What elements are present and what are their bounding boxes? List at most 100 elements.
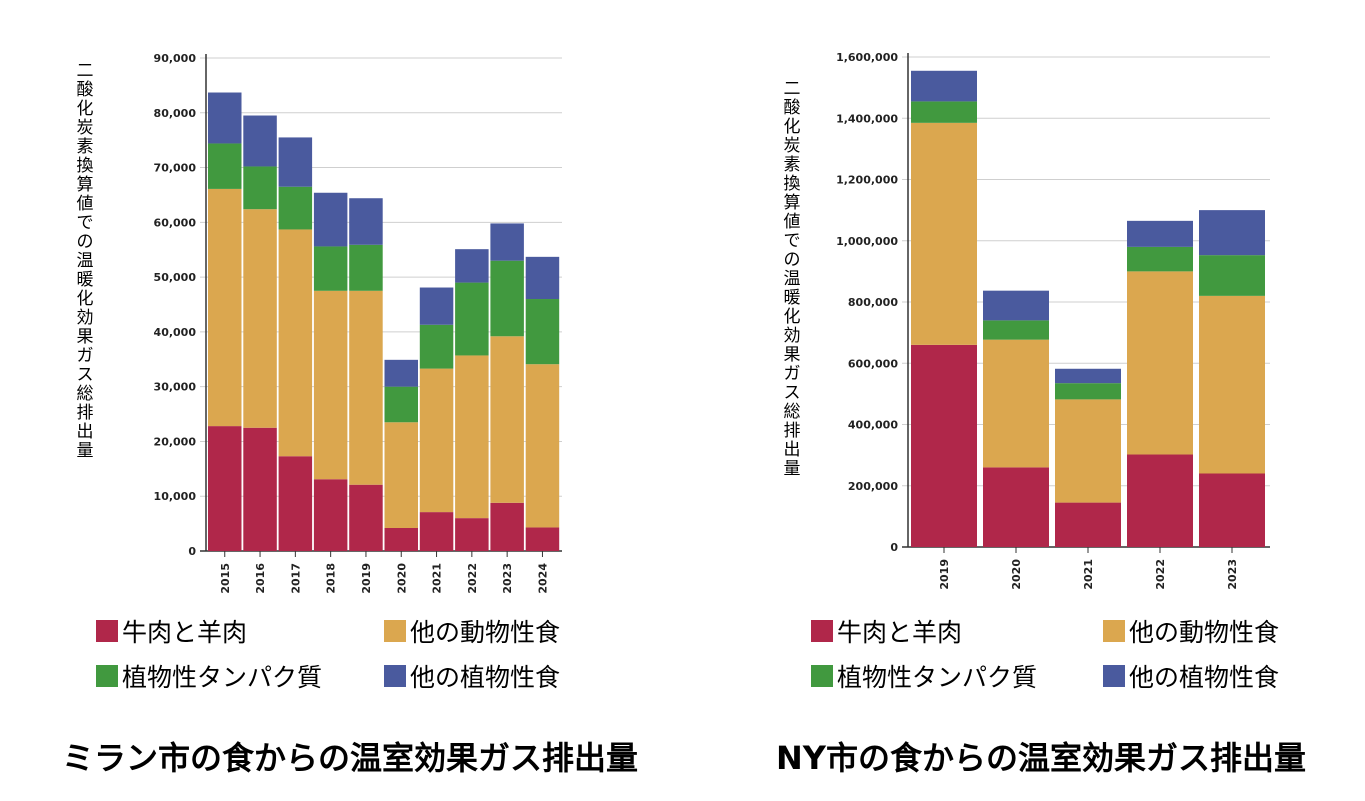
milan-y-axis-label: 二酸化炭素換算値での温暖化効果ガス総排出量 xyxy=(76,61,94,461)
bar-segment xyxy=(1127,271,1193,455)
x-tick-label: 2022 xyxy=(466,563,479,594)
bar-segment xyxy=(1199,473,1265,547)
legend-item-beef-lamb: 牛肉と羊肉 xyxy=(811,613,962,649)
bar-segment xyxy=(525,364,560,528)
x-tick-label: 2015 xyxy=(219,563,232,594)
bar-segment xyxy=(1055,368,1121,384)
bar-segment xyxy=(419,287,454,325)
y-tick-label: 60,000 xyxy=(154,216,197,229)
x-tick-label: 2020 xyxy=(395,563,408,594)
y-tick-label: 40,000 xyxy=(154,326,197,339)
y-tick-label: 1,400,000 xyxy=(836,112,898,125)
legend-swatch xyxy=(1103,665,1125,687)
y-tick-label: 400,000 xyxy=(848,419,898,432)
bar-segment xyxy=(1055,399,1121,503)
x-tick-label: 2016 xyxy=(254,563,267,594)
bar-segment xyxy=(243,427,277,551)
bar-segment xyxy=(349,198,383,245)
y-tick-label: 0 xyxy=(188,545,196,558)
y-tick-label: 1,200,000 xyxy=(836,174,898,187)
legend-label: 他の動物性食 xyxy=(1129,618,1280,647)
milan-chart-panel: 0 10,000 20,000 30,000 40,000 50,000 60,000 70,… xyxy=(62,52,639,777)
bar-segment xyxy=(208,426,242,551)
bar-segment xyxy=(349,484,383,551)
bar-segment xyxy=(243,166,277,210)
ny-chart-panel: 0 200,000 400,000 600,000 800,000 1,000,000 1,… xyxy=(683,0,1365,801)
bar-segment xyxy=(313,192,348,247)
legend-swatch xyxy=(811,665,833,687)
bar-segment xyxy=(490,260,524,337)
bar-segment xyxy=(911,70,977,102)
y-tick-label: 70,000 xyxy=(154,162,197,175)
legend-label: 他の植物性食 xyxy=(410,663,561,692)
x-tick-label: 2021 xyxy=(1082,559,1095,590)
legend-swatch xyxy=(384,620,406,642)
bar-segment xyxy=(983,339,1049,468)
x-tick-label: 2021 xyxy=(431,563,444,594)
bar-segment xyxy=(490,336,524,503)
legend-label: 他の植物性食 xyxy=(1129,663,1280,692)
x-tick-label: 2023 xyxy=(501,563,514,594)
bar-segment xyxy=(911,101,977,123)
bar-segment xyxy=(455,355,489,519)
bar-segment xyxy=(384,359,418,387)
legend-swatch xyxy=(811,620,833,642)
bar-segment xyxy=(1199,255,1265,296)
legend-item-other-animal: 他の動物性食 xyxy=(1103,613,1279,649)
bar-segment xyxy=(278,229,313,457)
legend-item-plant-protein: 植物性タンパク質 xyxy=(96,658,322,694)
bar-segment xyxy=(455,518,489,551)
x-tick-label: 2024 xyxy=(536,563,549,594)
y-tick-label: 10,000 xyxy=(154,490,197,503)
bar-segment xyxy=(983,467,1049,547)
y-tick-label: 0 xyxy=(890,541,898,554)
legend-label: 植物性タンパク質 xyxy=(837,663,1038,692)
legend-swatch xyxy=(1103,620,1125,642)
legend-label: 植物性タンパク質 xyxy=(122,663,323,692)
bar-segment xyxy=(1127,220,1193,247)
legend-swatch xyxy=(96,620,118,642)
milan-chart-title: ミラン市の食からの温室効果ガス排出量 xyxy=(62,739,639,777)
legend-label: 他の動物性食 xyxy=(410,618,561,647)
bar-segment xyxy=(455,249,489,283)
legend-label: 牛肉と羊肉 xyxy=(122,618,248,647)
bar-segment xyxy=(419,512,454,551)
y-tick-label: 20,000 xyxy=(154,435,197,448)
legend-item-other-animal: 他の動物性食 xyxy=(384,613,560,649)
y-tick-label: 30,000 xyxy=(154,381,197,394)
x-tick-label: 2022 xyxy=(1154,559,1167,590)
bar-segment xyxy=(525,299,560,365)
bar-segment xyxy=(1055,383,1121,400)
bar-segment xyxy=(208,143,242,189)
bar-segment xyxy=(983,290,1049,321)
bar-segment xyxy=(1199,210,1265,256)
legend-item-other-plant: 他の植物性食 xyxy=(384,658,560,694)
legend-item-plant-protein: 植物性タンパク質 xyxy=(811,658,1037,694)
legend-swatch xyxy=(384,665,406,687)
x-tick-label: 2020 xyxy=(1010,559,1023,590)
bar-segment xyxy=(278,456,313,551)
bar-segment xyxy=(455,282,489,356)
bar-segment xyxy=(1127,246,1193,272)
y-tick-label: 90,000 xyxy=(154,52,197,65)
bar-segment xyxy=(208,188,242,427)
bar-segment xyxy=(208,92,242,144)
bar-segment xyxy=(525,256,560,300)
bar-segment xyxy=(911,344,977,547)
ny-chart-title: NY市の食からの温室効果ガス排出量 xyxy=(776,739,1306,777)
bar-segment xyxy=(313,290,348,480)
bar-segment xyxy=(384,422,418,528)
bar-segment xyxy=(911,122,977,345)
bar-segment xyxy=(349,244,383,291)
x-tick-label: 2017 xyxy=(289,563,302,594)
bar-segment xyxy=(278,186,313,230)
bar-segment xyxy=(278,137,313,187)
x-tick-label: 2019 xyxy=(938,559,951,590)
bar-segment xyxy=(313,246,348,291)
y-tick-label: 200,000 xyxy=(848,480,898,493)
x-tick-label: 2019 xyxy=(360,563,373,594)
bar-segment xyxy=(419,368,454,513)
bar-segment xyxy=(490,502,524,551)
bar-segment xyxy=(983,320,1049,340)
bar-segment xyxy=(1127,454,1193,547)
